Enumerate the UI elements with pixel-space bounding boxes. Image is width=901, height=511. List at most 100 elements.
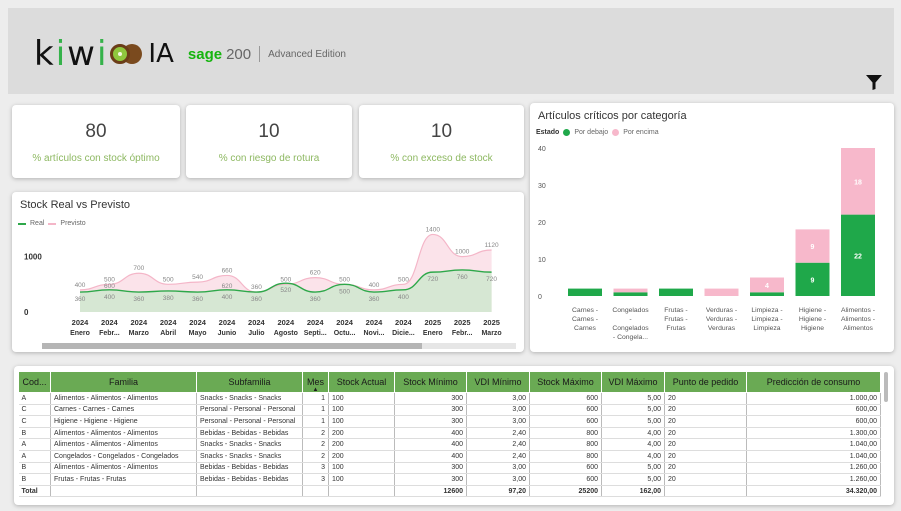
bar-data-label: 4 (765, 283, 769, 290)
table-cell: 800 (529, 450, 602, 463)
horizontal-scrollbar[interactable] (42, 343, 516, 349)
x-year-label: 2024 (248, 318, 266, 327)
real-data-label: 720 (427, 276, 438, 283)
filter-icon[interactable] (864, 72, 884, 92)
table-cell: 4,00 (601, 450, 665, 463)
bar-segment-por-encima[interactable] (795, 229, 830, 263)
x-category-label: - (629, 316, 631, 323)
chart-title: Stock Real vs Previsto (20, 199, 131, 211)
column-header[interactable]: Mes ▲ (302, 371, 329, 393)
scrollbar-thumb[interactable] (42, 343, 422, 349)
table-cell: 5,00 (601, 404, 665, 417)
total-row: Total 12600 97,20 25200 162,00 34.320,00 (18, 484, 881, 498)
kiwi-fruit-icon (110, 43, 144, 65)
kpi-value: 10 (258, 121, 280, 142)
x-year-label: 2024 (366, 318, 384, 327)
table-row[interactable]: B Alimentos - Alimentos - Alimentos Bebida… (18, 462, 881, 475)
table-cell: 600,00 (746, 404, 881, 417)
table-cell: 1.260,00 (746, 473, 881, 486)
table-cell: 400 (394, 450, 467, 463)
logo-letter: i (55, 34, 68, 74)
table-cell: 100 (328, 462, 395, 475)
x-month-label: Febr... (452, 330, 473, 337)
table-cell: 1.040,00 (746, 450, 881, 463)
bar-segment-por-encima[interactable] (613, 288, 648, 293)
x-year-label: 2024 (101, 318, 119, 327)
legend-line-real (18, 222, 26, 225)
kpi-label: % con exceso de stock (390, 153, 493, 164)
table-cell: 20 (664, 392, 747, 405)
bar-segment-por-debajo[interactable] (613, 292, 648, 296)
table-cell: 200 (328, 438, 395, 451)
column-header[interactable]: Subfamilia (196, 371, 303, 393)
bar-segment-por-debajo[interactable] (568, 288, 602, 296)
column-header[interactable]: Punto de pedido (664, 371, 747, 393)
x-category-label: Limpieza - (751, 316, 782, 323)
table-cell: 600 (529, 462, 602, 475)
column-header[interactable]: Predicción de consumo (746, 371, 881, 393)
column-header[interactable]: Cod... (18, 371, 51, 393)
column-header[interactable]: VDI Máximo (601, 371, 665, 393)
y-tick-label: 1000 (24, 253, 42, 262)
x-month-label: Marzo (481, 330, 501, 337)
vertical-scrollbar[interactable] (884, 372, 888, 402)
table-row[interactable]: A Congelados - Congelados - Congelados Sna… (18, 450, 881, 463)
real-data-label: 360 (310, 296, 321, 303)
table-row[interactable]: A Alimentos - Alimentos - Alimentos Snacks… (18, 392, 881, 405)
x-category-label: Carnes - (572, 316, 598, 323)
table-row[interactable]: B Frutas - Frutas - Frutas Bebidas - Bebid… (18, 473, 881, 486)
sage-logo: sage (187, 45, 223, 63)
table-cell: Alimentos - Alimentos - Alimentos (50, 462, 197, 475)
table-cell: 3 (302, 473, 329, 486)
table-cell: 600 (529, 404, 602, 417)
logo-letter: w (67, 34, 97, 74)
table-cell: 400 (394, 427, 467, 440)
chart-legend: Estado Por debajo Por encima (536, 129, 659, 136)
column-header[interactable]: Stock Máximo (529, 371, 602, 393)
legend-key: Estado (536, 129, 560, 136)
legend-label: Por encima (623, 129, 659, 136)
y-tick-label: 0 (24, 308, 29, 317)
table-row[interactable]: B Alimentos - Alimentos - Alimentos Bebida… (18, 427, 881, 440)
table-cell: 400 (394, 438, 467, 451)
table-cell: 1 (302, 392, 329, 405)
table-cell: 100 (328, 392, 395, 405)
real-data-label: 400 (222, 294, 233, 301)
previsto-data-label: 400 (75, 282, 86, 289)
table-cell: 2 (302, 438, 329, 451)
table-row[interactable]: C Carnes - Carnes - Carnes Personal - Pers… (18, 404, 881, 417)
bar-segment-por-debajo[interactable] (795, 262, 830, 296)
stock-table-card: Cod... Familia Subfamilia Mes ▲ Stock Actual S… (14, 366, 894, 505)
table-cell: 2,40 (466, 438, 530, 451)
previsto-data-label: 500 (339, 276, 350, 283)
bar-segment-por-encima[interactable] (841, 148, 875, 215)
kpi-label: % artículos con stock óptimo (32, 153, 160, 164)
table-row[interactable]: C Higiene - Higiene - Higiene Personal - P… (18, 415, 881, 428)
table-cell: 4,00 (601, 427, 665, 440)
bar-segment-por-encima[interactable] (750, 277, 784, 293)
table-cell: B (18, 473, 51, 486)
total-cell: 97,20 (466, 484, 530, 498)
table-cell: 300 (394, 415, 467, 428)
total-cell: 34.320,00 (746, 484, 881, 498)
table-cell: 3 (302, 462, 329, 475)
real-data-label: 400 (398, 294, 409, 301)
column-header[interactable]: Stock Actual (328, 371, 395, 393)
x-category-label: Higiene - (799, 307, 826, 314)
bar-segment-por-debajo[interactable] (841, 214, 875, 296)
real-data-label: 360 (251, 296, 262, 303)
previsto-data-label: 540 (192, 274, 203, 281)
column-header[interactable]: Stock Mínimo (394, 371, 467, 393)
bar-segment-por-debajo[interactable] (659, 288, 693, 296)
bar-segment-por-encima[interactable] (704, 288, 739, 296)
table-cell: 2,40 (466, 450, 530, 463)
edition-label: Advanced Edition (268, 48, 346, 60)
table-row[interactable]: A Alimentos - Alimentos - Alimentos Snacks… (18, 438, 881, 451)
column-header[interactable]: VDI Mínimo (466, 371, 530, 393)
total-cell: 12600 (394, 484, 467, 498)
table-cell: Snacks - Snacks - Snacks (196, 450, 303, 463)
column-header[interactable]: Familia (50, 371, 197, 393)
table-cell: Snacks - Snacks - Snacks (196, 392, 303, 405)
bar-segment-por-debajo[interactable] (750, 292, 784, 296)
table-cell: 2,40 (466, 427, 530, 440)
